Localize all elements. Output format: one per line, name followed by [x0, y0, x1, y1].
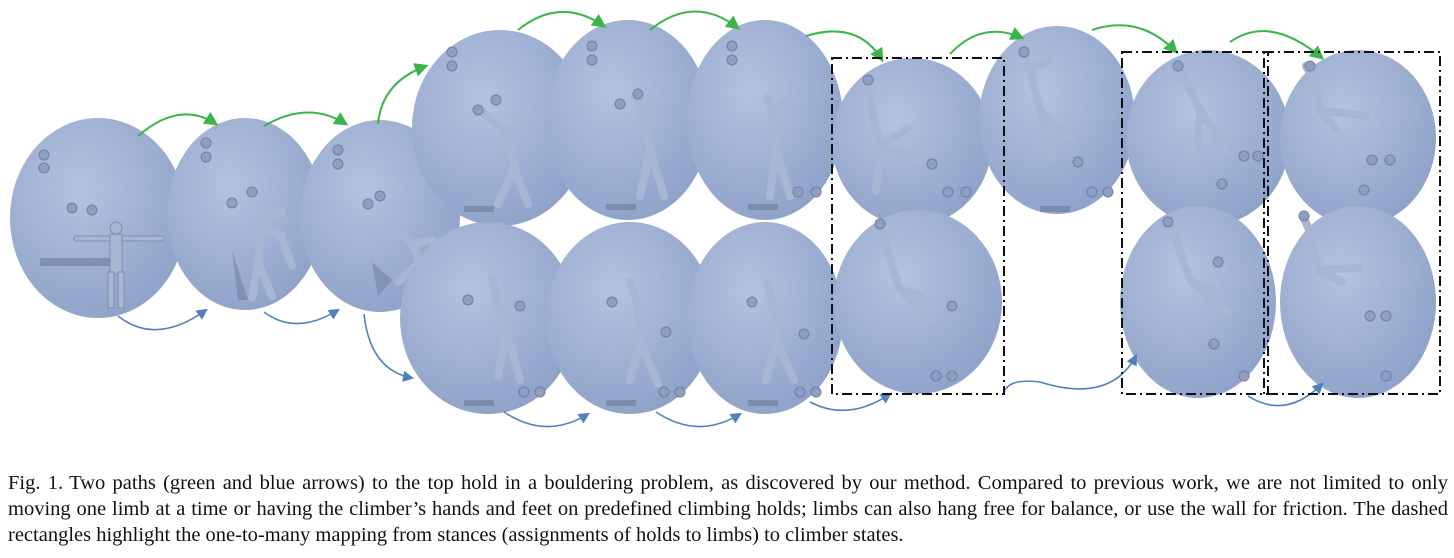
blue-arrow — [1247, 382, 1324, 407]
wall-disc — [832, 58, 992, 226]
state-9 — [1126, 50, 1290, 226]
green-arrow — [649, 10, 741, 31]
wall-disc — [1120, 206, 1276, 398]
dashed-box — [831, 57, 1005, 395]
wall-disc — [1126, 50, 1290, 226]
green-arrow — [1229, 30, 1325, 60]
caption-label: Fig. 1. — [8, 472, 64, 494]
climber-shadow — [606, 204, 636, 210]
wall-disc — [167, 118, 323, 310]
state-7 — [832, 58, 992, 226]
climber-shadow — [748, 400, 778, 406]
wall-disc — [546, 20, 710, 220]
hold-cluster — [1304, 60, 1396, 196]
state-15 — [1120, 206, 1276, 398]
state-8 — [979, 26, 1135, 214]
hold-cluster — [874, 218, 958, 382]
state-13 — [687, 222, 843, 414]
climber-figure — [876, 224, 934, 324]
hold-cluster — [726, 40, 822, 198]
climber-figure — [1164, 222, 1232, 316]
figure-caption: Fig. 1. Two paths (green and blue arrows)… — [8, 470, 1448, 548]
hold-cluster — [606, 296, 686, 398]
blue-arrow — [1003, 354, 1138, 393]
state-1 — [10, 118, 186, 318]
wall-disc — [1280, 206, 1436, 398]
climber-figure — [248, 208, 296, 302]
dashed-box — [1263, 51, 1441, 395]
climber-figure — [626, 278, 662, 388]
stance-dashed-boxes — [831, 51, 1441, 395]
climber-shadow — [40, 258, 110, 266]
wall-disc — [1280, 50, 1436, 226]
hold-cluster — [38, 149, 98, 216]
green-arrow — [517, 10, 607, 31]
state-16 — [1280, 206, 1436, 398]
hold-cluster — [446, 46, 502, 116]
green-arrow — [377, 63, 429, 125]
blue-arrow — [503, 411, 590, 428]
blue-arrow — [809, 392, 892, 412]
state-5 — [546, 20, 710, 220]
green-arrow — [805, 30, 884, 63]
state-6 — [687, 20, 843, 220]
climber-figure — [476, 106, 534, 208]
green-arrow — [137, 111, 219, 137]
blue-arrow — [655, 411, 742, 428]
blue-arrow — [363, 313, 415, 382]
climber-shadow — [464, 206, 494, 212]
wall-disc — [546, 222, 714, 414]
climber-shadow — [232, 250, 248, 300]
state-10 — [1280, 50, 1436, 226]
climber-shadow — [748, 204, 778, 210]
wall-disc — [834, 210, 1002, 394]
wall-disc — [10, 118, 186, 318]
hold-cluster — [1298, 210, 1392, 382]
caption-text: Two paths (green and blue arrows) to the… — [8, 472, 1448, 546]
climber-shadow — [606, 400, 636, 406]
state-12 — [546, 222, 714, 414]
climber-figure — [764, 94, 794, 200]
blue-arrow — [117, 308, 208, 331]
blue-path-arrows — [117, 308, 1324, 428]
state-4 — [412, 30, 588, 226]
state-11 — [400, 222, 576, 414]
wall-disc — [979, 26, 1135, 214]
hold-cluster — [332, 144, 386, 210]
dashed-box — [1121, 51, 1269, 395]
climber-figure — [864, 80, 924, 194]
wall-disc — [687, 222, 843, 414]
hold-cluster — [1172, 60, 1264, 190]
climbing-states-figure — [10, 10, 1441, 428]
hold-cluster — [862, 74, 972, 198]
state-2 — [167, 118, 323, 310]
climber-figure — [762, 280, 798, 384]
state-14 — [834, 210, 1002, 394]
climber-figure — [73, 221, 165, 309]
green-arrow — [949, 27, 1025, 55]
hold-cluster — [586, 40, 644, 110]
wall-disc — [687, 20, 843, 220]
climber-figure — [488, 274, 524, 384]
hold-cluster — [462, 294, 546, 398]
hold-cluster — [1018, 46, 1114, 198]
wall-disc — [400, 222, 576, 414]
blue-arrow — [263, 308, 340, 325]
green-path-arrows — [137, 10, 1325, 137]
green-arrow — [1091, 24, 1178, 55]
climber-shadow — [1040, 206, 1070, 212]
hold-cluster — [746, 296, 822, 398]
hold-cluster — [1162, 216, 1250, 382]
hold-cluster — [200, 137, 258, 209]
green-arrow — [263, 111, 349, 127]
climber-shadow — [464, 400, 494, 406]
climber-shadow — [372, 262, 392, 296]
